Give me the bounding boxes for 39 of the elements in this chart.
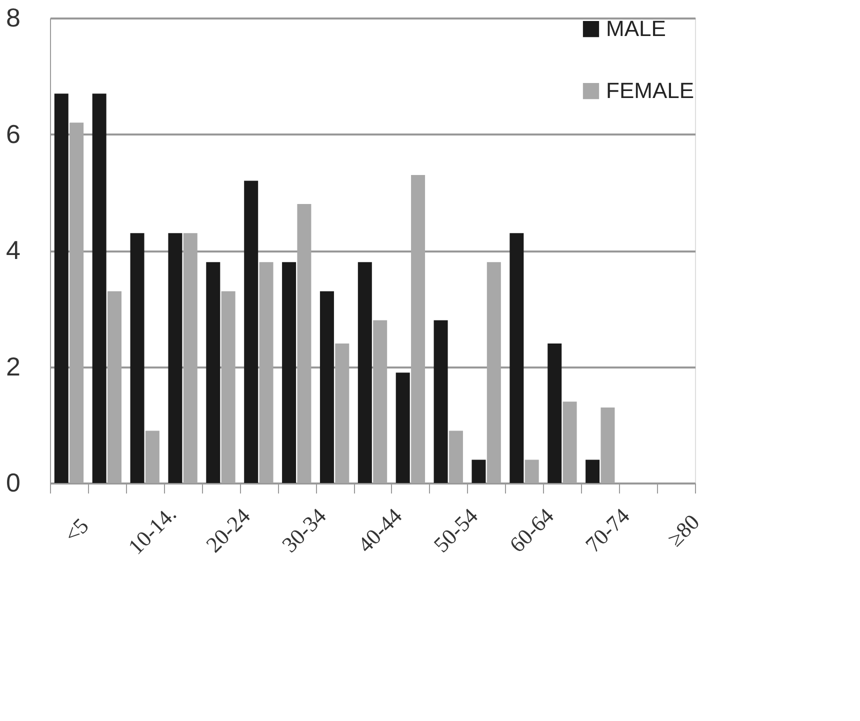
bar [411,174,426,483]
bar [373,320,388,483]
bar [130,233,144,483]
y-tick-label: 6 [6,118,20,149]
bar [221,291,236,483]
bar [54,94,68,483]
bar [244,180,258,483]
bar [259,262,274,483]
bar [586,460,600,483]
bar [70,122,84,483]
bar [297,204,312,483]
bar [335,344,350,483]
legend-label: MALE [606,16,666,41]
bar [600,407,615,483]
bar [510,233,524,483]
bar [524,460,539,483]
y-tick-label: 4 [6,235,20,265]
bar [562,402,577,483]
bar [434,320,448,483]
x-tick-label: <5 [59,513,94,548]
bar [486,262,501,483]
bar [206,262,220,483]
legend-label: FEMALE [606,78,694,103]
y-tick-label: 0 [6,468,20,498]
bar [145,430,160,483]
bar [168,233,182,483]
bar [320,291,334,483]
x-tick-label: ≥80 [662,509,704,552]
bar [448,430,463,483]
bar [396,372,410,483]
bar [472,460,486,483]
bar [108,291,122,483]
bar [183,233,198,483]
y-tick-label: 2 [6,351,20,382]
bar [548,344,562,483]
y-tick-label: 8 [6,2,20,32]
bar [282,262,296,483]
bar [92,94,106,483]
bar [358,262,372,483]
